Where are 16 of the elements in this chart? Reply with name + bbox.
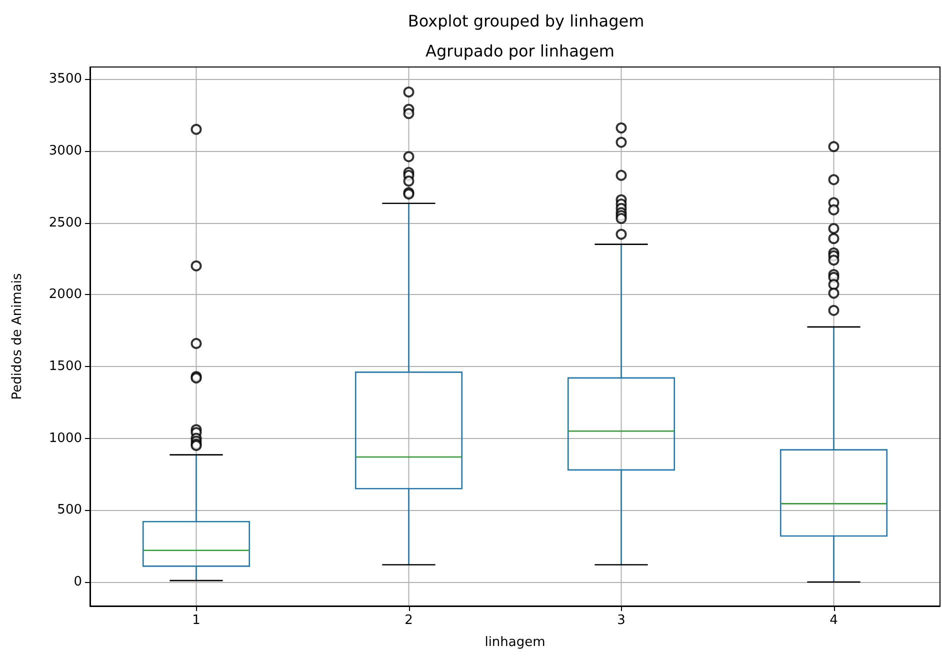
y-tick-label: 3000 [48,143,82,158]
y-tick-label: 1500 [48,358,82,374]
y-tick-label: 2500 [48,215,82,230]
y-tick-label: 0 [74,574,82,590]
x-tick-label: 4 [830,613,838,628]
x-tick-label: 2 [404,613,413,628]
x-tick-label: 3 [617,613,626,628]
chart-title: Boxplot grouped by linhagem [408,12,644,30]
y-tick-label: 1000 [48,430,82,446]
chart-subtitle: Agrupado por linhagem [426,42,614,60]
y-tick-label: 3500 [48,72,82,87]
y-axis-title: Pedidos de Animais [10,273,25,400]
y-tick-label: 2000 [48,287,82,302]
x-axis-title: linhagem [484,635,546,650]
y-tick-label: 500 [57,502,82,518]
x-tick-label: 1 [192,613,200,628]
